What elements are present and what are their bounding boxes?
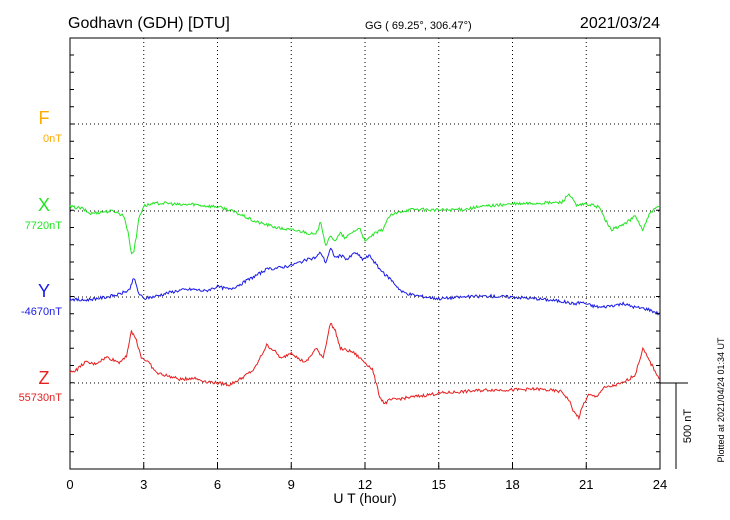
x-tick-label: 24 — [653, 477, 667, 492]
series-line-z — [69, 323, 661, 421]
x-tick-label: 3 — [140, 477, 147, 492]
x-tick-label: 18 — [505, 477, 519, 492]
series-baseline-y: -4670nT — [21, 306, 62, 318]
x-axis-label: U T (hour) — [333, 490, 396, 506]
x-tick-label: 12 — [358, 477, 372, 492]
scale-bar: 500 nT — [660, 382, 694, 469]
tick-layer: 0 3 6 9 12 15 18 21 24 — [66, 54, 667, 492]
series-name-f: F — [39, 108, 50, 128]
series-name-y: Y — [38, 281, 50, 301]
chart-date: 2021/03/24 — [580, 15, 660, 32]
scale-bar-label: 500 nT — [682, 409, 694, 444]
x-tick-label: 9 — [288, 477, 295, 492]
series-baseline-x: 7720nT — [25, 220, 63, 232]
series-layer — [69, 193, 661, 421]
x-tick-label: 15 — [432, 477, 446, 492]
grid-layer — [143, 38, 587, 469]
label-layer: F 0nT X 7720nT Y -4670nT Z 55730nT — [19, 108, 63, 404]
chart-title: Godhavn (GDH) [DTU] — [68, 15, 230, 32]
series-baseline-z: 55730nT — [19, 392, 63, 404]
series-line-x — [69, 193, 661, 255]
plotted-note: Plotted at 2021/04/24 01:34 UT — [716, 337, 726, 463]
series-baseline-f: 0nT — [43, 133, 62, 145]
series-name-z: Z — [39, 368, 50, 388]
series-name-x: X — [38, 195, 50, 215]
x-tick-label: 21 — [579, 477, 593, 492]
x-tick-label: 0 — [66, 477, 73, 492]
series-line-y — [69, 247, 661, 316]
station-coordinates: GG ( 69.25°, 306.47°) — [365, 20, 472, 32]
x-tick-label: 6 — [214, 477, 221, 492]
